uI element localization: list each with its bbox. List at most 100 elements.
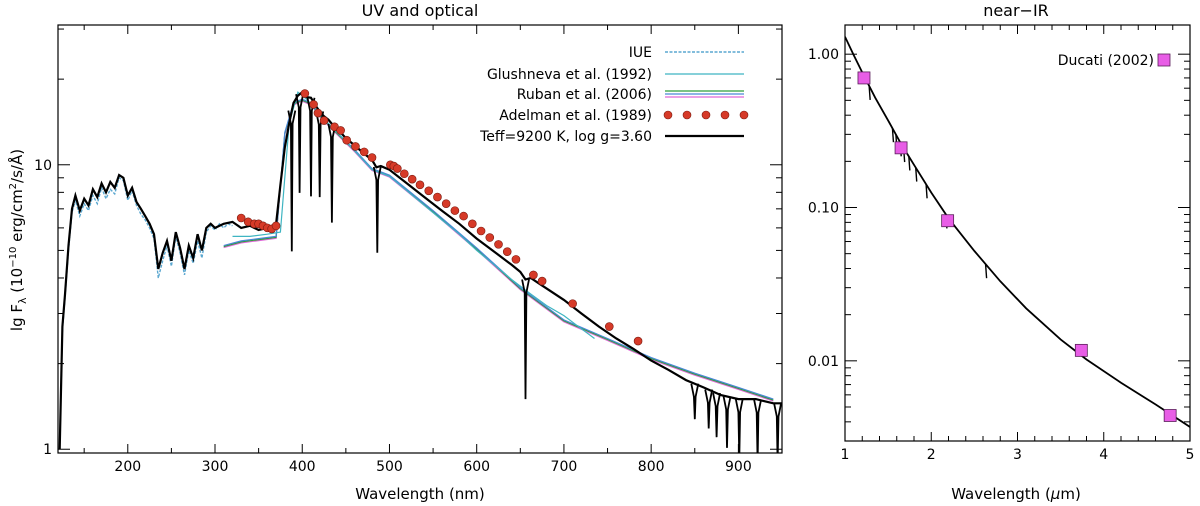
legend-swatch-adelman [739, 110, 749, 120]
legend-label: Ducati (2002) [1058, 53, 1154, 69]
adelman-point [393, 164, 402, 173]
adelman-point [271, 221, 281, 231]
nir-absorption-line [984, 264, 988, 279]
adelman-point [399, 169, 409, 179]
right-x-axis-label: Wavelength (μm) [951, 485, 1081, 503]
right-axes: 1 2 3 4 5 1.00 0.10 0.01 [808, 25, 1195, 463]
series-iue-line [59, 176, 233, 450]
adelman-point [336, 126, 345, 135]
adelman-point [309, 100, 318, 109]
left-y-tick-label: 10 [34, 158, 52, 174]
model-absorption-line [690, 383, 700, 420]
legend-label: Glushneva et al. (1992) [487, 67, 652, 83]
uv-optical-panel: UV and optical 200 300 400 500 600 700 800 900 1… [7, 1, 783, 503]
ducati-point [1163, 409, 1177, 422]
left-x-tick-label: 500 [376, 459, 403, 475]
adelman-point [537, 276, 547, 286]
adelman-point [459, 211, 468, 221]
right-x-tick-label: 2 [927, 447, 936, 463]
adelman-point [236, 213, 246, 223]
model-absorption-line [521, 279, 530, 400]
ducati-point [894, 141, 908, 155]
left-y-tick-label: 1 [43, 442, 52, 458]
legend-label: IUE [629, 45, 652, 61]
left-x-axis-label: Wavelength (nm) [355, 485, 485, 503]
ducati-point [1074, 343, 1088, 357]
model-absorption-line [712, 392, 721, 438]
model-absorption-line [722, 396, 732, 448]
series-ruban-green [223, 99, 774, 401]
legend-swatch-adelman [682, 110, 692, 120]
adelman-point [367, 153, 377, 162]
left-legend: IUE Glushneva et al. (1992) Ruban et al. (… [479, 45, 749, 145]
left-x-tick-label: 800 [638, 459, 665, 475]
adelman-point [359, 147, 369, 157]
nir-absorption-line [925, 184, 928, 199]
adelman-point [476, 226, 486, 236]
model-absorption-line [753, 399, 762, 453]
nir-absorption-line [908, 156, 911, 171]
model-absorption-line [306, 97, 316, 197]
right-y-tick-label: 0.01 [808, 354, 839, 370]
adelman-point [313, 108, 323, 118]
adelman-point [604, 322, 614, 331]
left-x-tick-label: 700 [551, 459, 578, 475]
model-absorption-line [287, 110, 297, 252]
adelman-point [319, 116, 329, 125]
x-label-mu: μ [1050, 485, 1061, 503]
y-label-exp: −10 [8, 247, 19, 268]
model-absorption-line [327, 123, 337, 223]
y-label-unit2: /s/Å) [7, 149, 26, 183]
left-x-tick-label: 400 [289, 459, 316, 475]
legend-label: Teff=9200 K, log g=3.60 [479, 129, 652, 145]
adelman-point [468, 219, 477, 229]
nir-absorption-line [915, 167, 918, 182]
adelman-point [485, 233, 495, 242]
model-absorption-line [773, 403, 782, 453]
left-x-tick-label: 300 [202, 459, 229, 475]
y-label-paren: (10 [8, 268, 26, 298]
adelman-point [450, 206, 460, 215]
x-label-main: Wavelength ( [951, 485, 1051, 503]
adelman-point [300, 89, 310, 98]
right-x-tick-label: 3 [1013, 447, 1022, 463]
adelman-point [407, 174, 417, 184]
ducati-point [941, 214, 955, 228]
legend-swatch-ducati [1157, 53, 1171, 67]
left-x-tick-label: 600 [463, 459, 490, 475]
series-glushneva-line [232, 91, 595, 339]
right-x-tick-label: 1 [841, 447, 850, 463]
model-absorption-line [372, 166, 382, 253]
right-plot-frame [844, 24, 1191, 442]
right-y-tick-label: 0.10 [808, 201, 839, 217]
left-x-tick-label: 200 [114, 459, 141, 475]
adelman-point [494, 240, 503, 249]
legend-swatch-adelman [663, 110, 673, 120]
left-chart-title: UV and optical [362, 1, 479, 20]
legend-label: Adelman et al. (1989) [499, 108, 652, 124]
right-chart-title: near−IR [983, 1, 1049, 20]
left-plot-area [58, 89, 782, 453]
series-model-line [58, 90, 782, 450]
series-ruban-magenta [223, 100, 774, 402]
adelman-point [342, 135, 352, 145]
adelman-point [511, 255, 521, 264]
right-legend: Ducati (2002) [1058, 53, 1171, 69]
right-plot-area [845, 36, 1190, 428]
nir-model-line [845, 36, 1190, 428]
adelman-point [433, 192, 442, 202]
y-label-main: lg F [8, 304, 26, 331]
near-ir-panel: near−IR 1 2 3 4 5 1.00 0.10 0.01 Wavelength (μm… [808, 1, 1195, 503]
right-x-tick-label: 5 [1186, 447, 1195, 463]
y-label-sub: λ [16, 297, 29, 304]
adelman-point [502, 247, 512, 256]
model-absorption-line [704, 389, 714, 429]
y-label-sup2: 2 [8, 183, 19, 189]
model-absorption-line [734, 398, 744, 453]
right-y-tick-label: 1.00 [808, 47, 839, 63]
left-x-tick-label: 900 [725, 459, 752, 475]
adelman-point [441, 199, 451, 208]
model-absorption-line [295, 94, 304, 193]
adelman-point [424, 186, 434, 196]
